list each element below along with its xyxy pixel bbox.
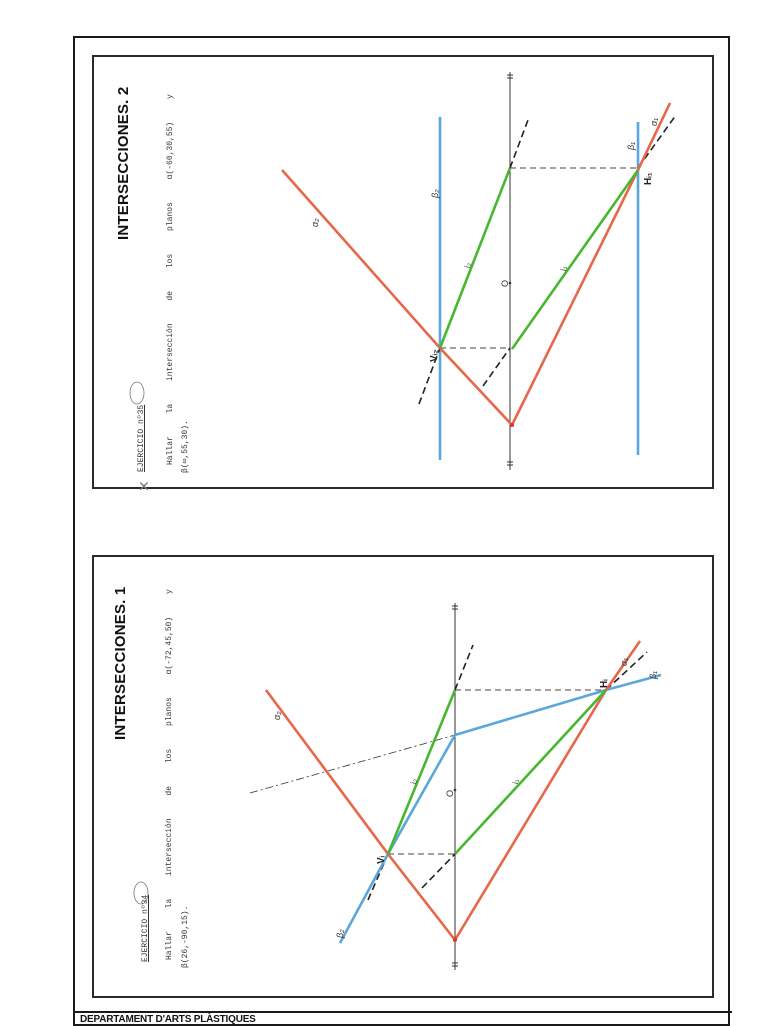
label-origin: O: [500, 280, 510, 287]
footer-department: DEPARTAMENT D'ARTS PLÀSTIQUES: [80, 1014, 256, 1025]
label-H: Hᵢ₁: [643, 172, 654, 185]
label-beta1: β₁: [648, 671, 658, 680]
label-origin: O: [445, 790, 455, 797]
label-alpha1: α₁: [649, 118, 659, 126]
label-V: Vᵢ₂: [429, 349, 440, 362]
extension-line: [454, 644, 474, 691]
intersection-i1: [454, 689, 607, 855]
label-H: Hᵢ: [599, 679, 610, 688]
drawing-intersecciones-2: α₂ β₂ i₂ O i₁ Vᵢ₂ β₁ Hᵢ₁ α₁: [281, 72, 677, 470]
extension-line: [509, 119, 529, 169]
auxiliary-line: [249, 734, 456, 794]
label-alpha2: α₂: [272, 711, 282, 720]
extension-line: [605, 651, 648, 691]
label-i1: i₁: [559, 266, 568, 271]
extension-line: [482, 347, 511, 387]
exercise-panel-35: [92, 55, 714, 489]
intersection-i2: [386, 689, 457, 855]
extension-line: [418, 347, 441, 405]
label-i2: i₂: [409, 779, 418, 784]
intersection-i1: [510, 169, 640, 350]
number-circle-mark: [129, 381, 145, 405]
exercise-panel-34: [92, 555, 714, 998]
footer-divider: [73, 1011, 732, 1013]
label-beta2: β₂: [430, 189, 440, 199]
alpha1-trace: [510, 102, 672, 426]
label-i2: i₂: [463, 263, 472, 268]
extension-line: [421, 853, 456, 889]
label-V: Vᵢ: [376, 855, 387, 864]
label-beta2: β₂: [335, 929, 345, 939]
beta2-trace: [338, 734, 457, 944]
alpha1-trace: [453, 640, 642, 941]
intersection-i2: [438, 167, 512, 349]
label-i1: i₁: [511, 779, 520, 784]
drawing-intersecciones-1: α₂ β₂ i₂ O i₁ Vᵢ Hᵢ α₁ β₁: [249, 603, 662, 970]
label-alpha2: α₂: [310, 218, 320, 227]
label-alpha1: α₁: [619, 658, 629, 666]
number-circle-mark: [133, 881, 149, 905]
label-beta1: β₁: [626, 142, 636, 151]
extension-line: [367, 853, 389, 901]
beta1-trace: [454, 673, 662, 737]
alpha2-trace: [281, 169, 513, 426]
